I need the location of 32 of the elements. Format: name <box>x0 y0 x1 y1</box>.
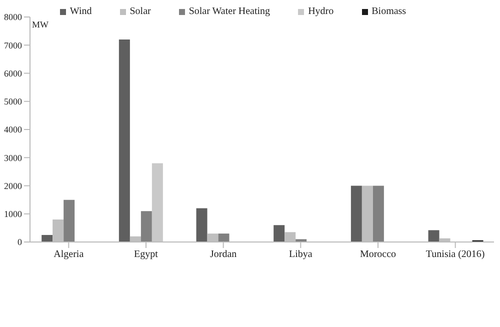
x-tick-label: Tunisia (2016) <box>426 249 485 260</box>
bar <box>152 163 163 242</box>
y-tick-label: 0 <box>18 237 22 248</box>
x-tick-label: Algeria <box>54 249 84 260</box>
bar <box>274 225 285 242</box>
bar <box>196 208 208 242</box>
x-tick-label: Morocco <box>360 249 396 260</box>
x-tick-label: Egypt <box>134 249 158 260</box>
y-tick-label: 5000 <box>4 96 22 107</box>
bar <box>42 234 53 242</box>
y-tick-label: 7000 <box>4 40 22 50</box>
y-tick-label: 8000 <box>4 12 22 22</box>
y-tick-label: 4000 <box>4 124 22 135</box>
bar <box>372 186 384 242</box>
bar <box>118 40 130 242</box>
legend-label: Biomass <box>372 6 406 17</box>
bar <box>428 230 440 242</box>
y-tick-label: 6000 <box>4 68 22 78</box>
legend-label: Wind <box>70 6 92 17</box>
y-tick-label: 2000 <box>4 180 22 191</box>
bar <box>140 211 152 242</box>
bar <box>350 186 362 242</box>
x-tick-label: Libya <box>289 249 313 260</box>
legend-label: Hydro <box>308 6 334 17</box>
legend-label: Solar Water Heating <box>188 6 270 17</box>
bar <box>64 200 75 242</box>
x-tick-label: Jordan <box>210 249 237 260</box>
y-tick-label: 1000 <box>4 209 22 220</box>
y-tick-label: 3000 <box>4 152 22 163</box>
bar <box>218 234 230 242</box>
y-axis-title: MW <box>32 19 49 30</box>
legend-label: Solar <box>130 6 151 17</box>
